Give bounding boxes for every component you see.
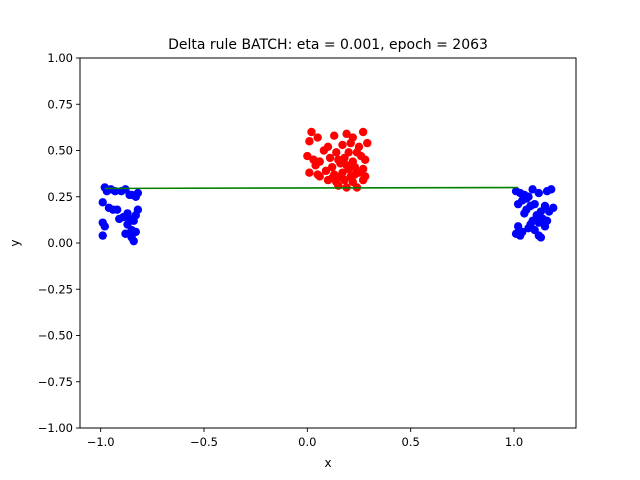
data-point [522,194,531,203]
y-tick-label: −1.00 [38,421,73,435]
data-point [358,127,368,137]
data-point [338,140,347,150]
data-point [121,229,130,238]
x-tick-label: −0.5 [190,435,218,449]
data-point [307,127,316,137]
y-axis-label: y [8,239,22,246]
data-point [540,222,550,231]
data-point [361,155,370,164]
data-point [323,142,333,151]
y-tick-label: −0.75 [38,375,73,389]
y-tick-label: −0.25 [38,282,73,296]
data-point [520,209,529,218]
x-tick-label: 1.0 [505,435,523,449]
y-axis-ticks: −1.00 −0.75 −0.50 −0.25 0.00 0.25 0.50 0.75 1.00 [38,51,80,435]
data-point [303,151,312,161]
data-point [346,138,355,148]
data-point [98,198,107,207]
data-point [516,231,525,240]
data-point [125,190,134,200]
data-point [311,161,320,170]
data-point [342,129,351,139]
points-layer [98,127,558,246]
data-point [133,205,143,214]
data-point [549,203,558,213]
data-point [313,133,322,142]
data-point [115,214,124,224]
y-tick-label: 0.75 [47,97,73,111]
data-point [358,175,368,185]
y-tick-label: 1.00 [47,51,73,65]
data-point [350,170,360,179]
y-tick-label: 0.25 [47,190,73,204]
data-point [133,188,143,198]
data-point [325,153,335,163]
x-tick-label: −1.0 [87,435,115,449]
data-point [327,162,337,172]
data-point [315,172,324,181]
data-point [332,148,341,157]
data-point [526,220,535,229]
y-tick-label: −0.50 [38,329,73,343]
chart-title: Delta rule BATCH: eta = 0.001, epoch = 2… [168,37,488,53]
y-tick-label: 0.50 [47,144,73,158]
data-point [129,236,138,246]
data-point [528,185,537,194]
data-point [536,233,546,242]
data-point [327,174,337,183]
data-point [363,138,372,148]
decision-line-layer [104,186,519,190]
data-point [330,131,339,140]
x-tick-label: 0.0 [298,435,316,449]
data-point [305,137,314,146]
data-point [321,166,331,176]
data-point [98,231,107,240]
x-axis-ticks: −1.0 −0.5 0.0 0.5 1.0 [87,428,523,449]
decision-boundary-line [104,186,519,190]
data-point [100,222,110,231]
x-axis-label: x [324,456,331,470]
data-point [305,168,314,177]
x-tick-label: 0.5 [402,435,420,449]
data-point [526,201,535,211]
data-point [534,218,543,227]
data-point [336,172,345,181]
y-tick-label: 0.00 [47,236,73,250]
data-point [534,188,543,198]
data-point [113,205,122,214]
data-point [547,185,556,194]
data-point [344,164,353,174]
